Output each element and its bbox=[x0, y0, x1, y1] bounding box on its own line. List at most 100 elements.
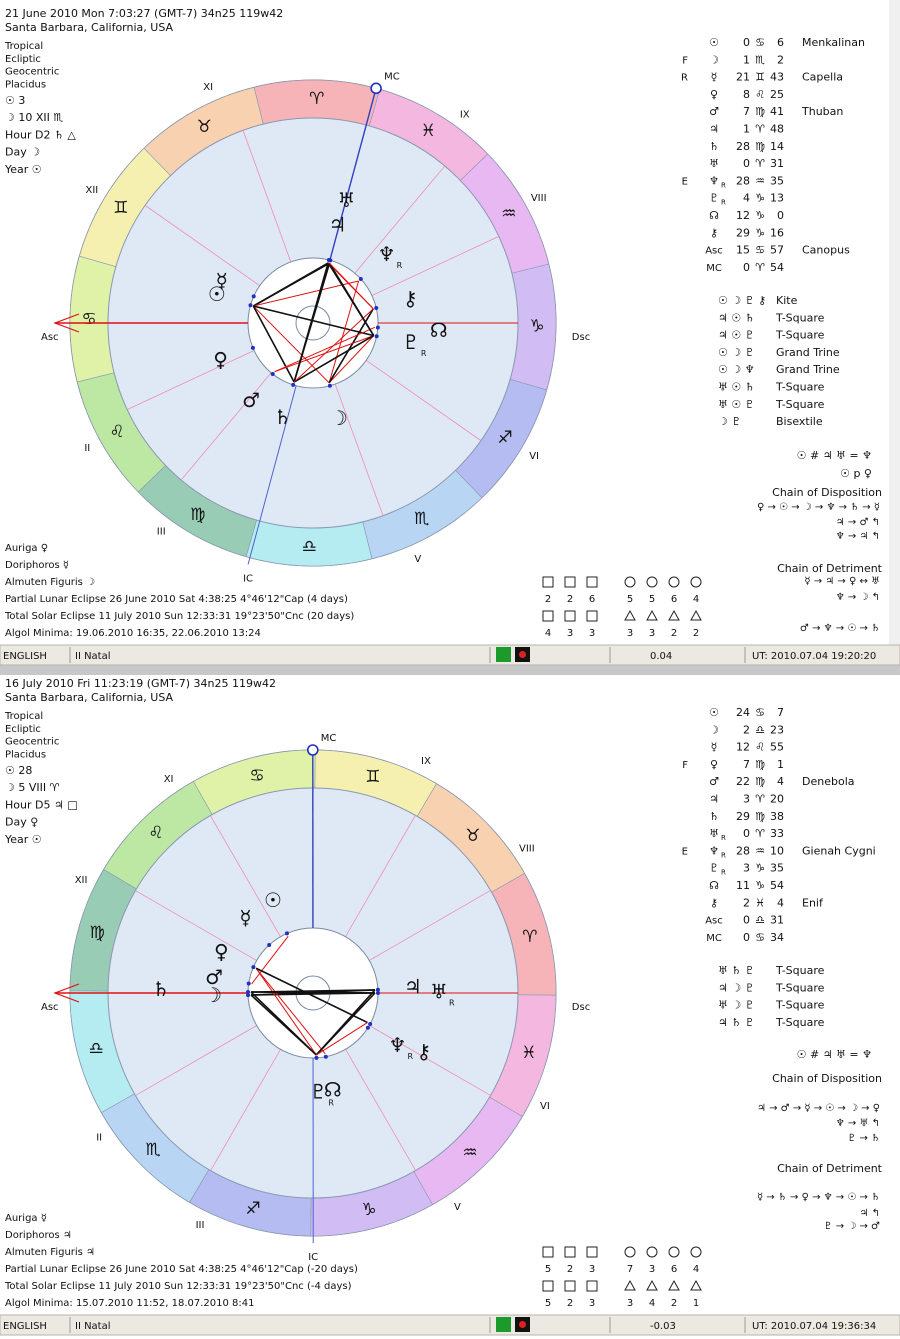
planet-flag: E bbox=[682, 176, 688, 187]
status-button[interactable] bbox=[496, 1317, 511, 1332]
pattern-name: Bisextile bbox=[776, 415, 823, 428]
footer-line: Doriphoros ♃ bbox=[5, 1230, 72, 1241]
planet-degree: 7 bbox=[743, 105, 750, 118]
planet-point bbox=[267, 943, 272, 948]
element-icon bbox=[668, 1279, 680, 1291]
footer-line: Total Solar Eclipse 11 July 2010 Sun 12:… bbox=[4, 611, 354, 622]
element-icon bbox=[564, 610, 576, 622]
planet-flag: E bbox=[682, 846, 688, 857]
planet-point bbox=[248, 303, 253, 308]
element-count: 5 bbox=[649, 594, 655, 605]
planet-degree: 15 bbox=[736, 244, 750, 257]
planet-sign: ♏ bbox=[755, 53, 765, 66]
element-icon bbox=[542, 610, 554, 622]
planet-glyph: ☽ bbox=[709, 53, 719, 66]
planet-degree: 1 bbox=[743, 123, 750, 136]
detriment-chain: ☿ → ♃ → ♀ ↔ ♅ bbox=[804, 576, 880, 587]
house-cusp bbox=[210, 815, 281, 937]
planet-glyph: ♂ bbox=[709, 775, 719, 788]
planet-degree: 29 bbox=[736, 226, 750, 239]
planet-minute: 48 bbox=[770, 123, 784, 136]
mc-marker bbox=[370, 82, 382, 95]
fixed-star: Enif bbox=[802, 896, 824, 909]
planet-point bbox=[246, 989, 251, 994]
disposition-chain: ♃ → ♂ → ☿ → ☉ → ☽ → ♀ bbox=[757, 1103, 880, 1114]
element-icon bbox=[586, 610, 598, 622]
element-count: 4 bbox=[693, 1264, 699, 1275]
pattern-planets: ♅ ☽ ♇ bbox=[718, 999, 755, 1012]
planet-minute: 57 bbox=[770, 244, 784, 257]
setting: ☉ 28 bbox=[5, 764, 32, 777]
status-button[interactable] bbox=[496, 647, 511, 662]
element-icon bbox=[624, 1279, 636, 1291]
planet-minute: 20 bbox=[770, 793, 784, 806]
planet-minute: 31 bbox=[770, 914, 784, 927]
planet-sign: ♎ bbox=[755, 914, 765, 927]
sign-glyph: ♊ bbox=[365, 767, 380, 787]
house-numeral: XI bbox=[203, 82, 213, 93]
planet-sign: ♎ bbox=[755, 723, 765, 736]
element-icon bbox=[564, 576, 576, 588]
house-cusp bbox=[144, 205, 260, 287]
planet-degree: 0 bbox=[743, 157, 750, 170]
planet-glyph: ♀ bbox=[710, 88, 718, 101]
planet-glyph: ♆ bbox=[709, 844, 719, 857]
wheel-planet: ☿ bbox=[239, 906, 251, 930]
disposition-chain: ♇ → ♄ bbox=[847, 1133, 880, 1144]
planet-flag: F bbox=[682, 55, 688, 66]
pattern-name: T-Square bbox=[775, 981, 825, 994]
planet-degree: 2 bbox=[743, 723, 750, 736]
wheel-planet: ♂ bbox=[205, 965, 223, 989]
sign-glyph: ♒ bbox=[501, 204, 516, 224]
house-numeral: XII bbox=[75, 875, 88, 886]
planet-point bbox=[368, 1021, 373, 1026]
planet-minute: 34 bbox=[770, 931, 784, 944]
planet-point bbox=[328, 258, 333, 263]
sign-glyph: ♉ bbox=[465, 826, 480, 846]
wheel-planet: ⚷ bbox=[416, 1040, 431, 1064]
fixed-star: Menkalinan bbox=[802, 36, 865, 49]
planet-glyph: ♃ bbox=[709, 793, 719, 806]
planet-glyph: ♅ bbox=[709, 827, 719, 840]
house-cusp bbox=[135, 1025, 257, 1096]
house-numeral: V bbox=[414, 554, 421, 565]
sign-glyph: ♍ bbox=[90, 923, 105, 943]
scrollbar[interactable] bbox=[889, 0, 900, 645]
pattern-planets: ☉ ☽ ♆ bbox=[718, 363, 755, 376]
pattern-name: Grand Trine bbox=[776, 363, 840, 376]
element-count: 6 bbox=[671, 594, 677, 605]
sign-glyph: ♓ bbox=[521, 1043, 536, 1063]
element-count: 5 bbox=[627, 594, 633, 605]
midpoint: ☉ # ♃ ♅ = ♆ bbox=[797, 449, 872, 462]
status-field: -0.03 bbox=[650, 1321, 676, 1332]
element-icon bbox=[646, 1279, 658, 1291]
planet-point bbox=[365, 1025, 370, 1030]
aspect-line bbox=[328, 280, 360, 384]
disposition-chain: ♃ → ♂ ↰ bbox=[836, 517, 880, 528]
pattern-name: T-Square bbox=[775, 311, 825, 324]
planet-minute: 2 bbox=[777, 53, 784, 66]
wheel-planet: ♃ bbox=[404, 975, 422, 999]
house-numeral: III bbox=[196, 1220, 205, 1231]
wheel-planet: ☿ bbox=[216, 268, 228, 292]
planet-sign: ♈ bbox=[755, 157, 765, 170]
planet-minute: 55 bbox=[770, 741, 784, 754]
footer-line: Almuten Figuris ☽ bbox=[5, 577, 95, 588]
planet-minute: 54 bbox=[770, 879, 784, 892]
planet-sign: ♈ bbox=[755, 261, 765, 274]
element-icon bbox=[586, 1280, 598, 1292]
pattern-planets: ♅ ☉ ♇ bbox=[718, 398, 755, 411]
planet-minute: 41 bbox=[770, 105, 784, 118]
element-count: 4 bbox=[693, 594, 699, 605]
wheel-planet: ☽ bbox=[204, 983, 222, 1007]
planet-degree: 3 bbox=[743, 862, 750, 875]
element-count: 3 bbox=[589, 1298, 595, 1309]
planet-glyph: ☉ bbox=[709, 706, 719, 719]
element-count: 1 bbox=[693, 1298, 699, 1309]
ic-label: IC bbox=[243, 573, 253, 584]
setting: Placidus bbox=[5, 749, 46, 760]
element-icon bbox=[586, 1246, 598, 1258]
wheel-planet: ♅ bbox=[430, 979, 448, 1003]
planet-minute: 38 bbox=[770, 810, 784, 823]
